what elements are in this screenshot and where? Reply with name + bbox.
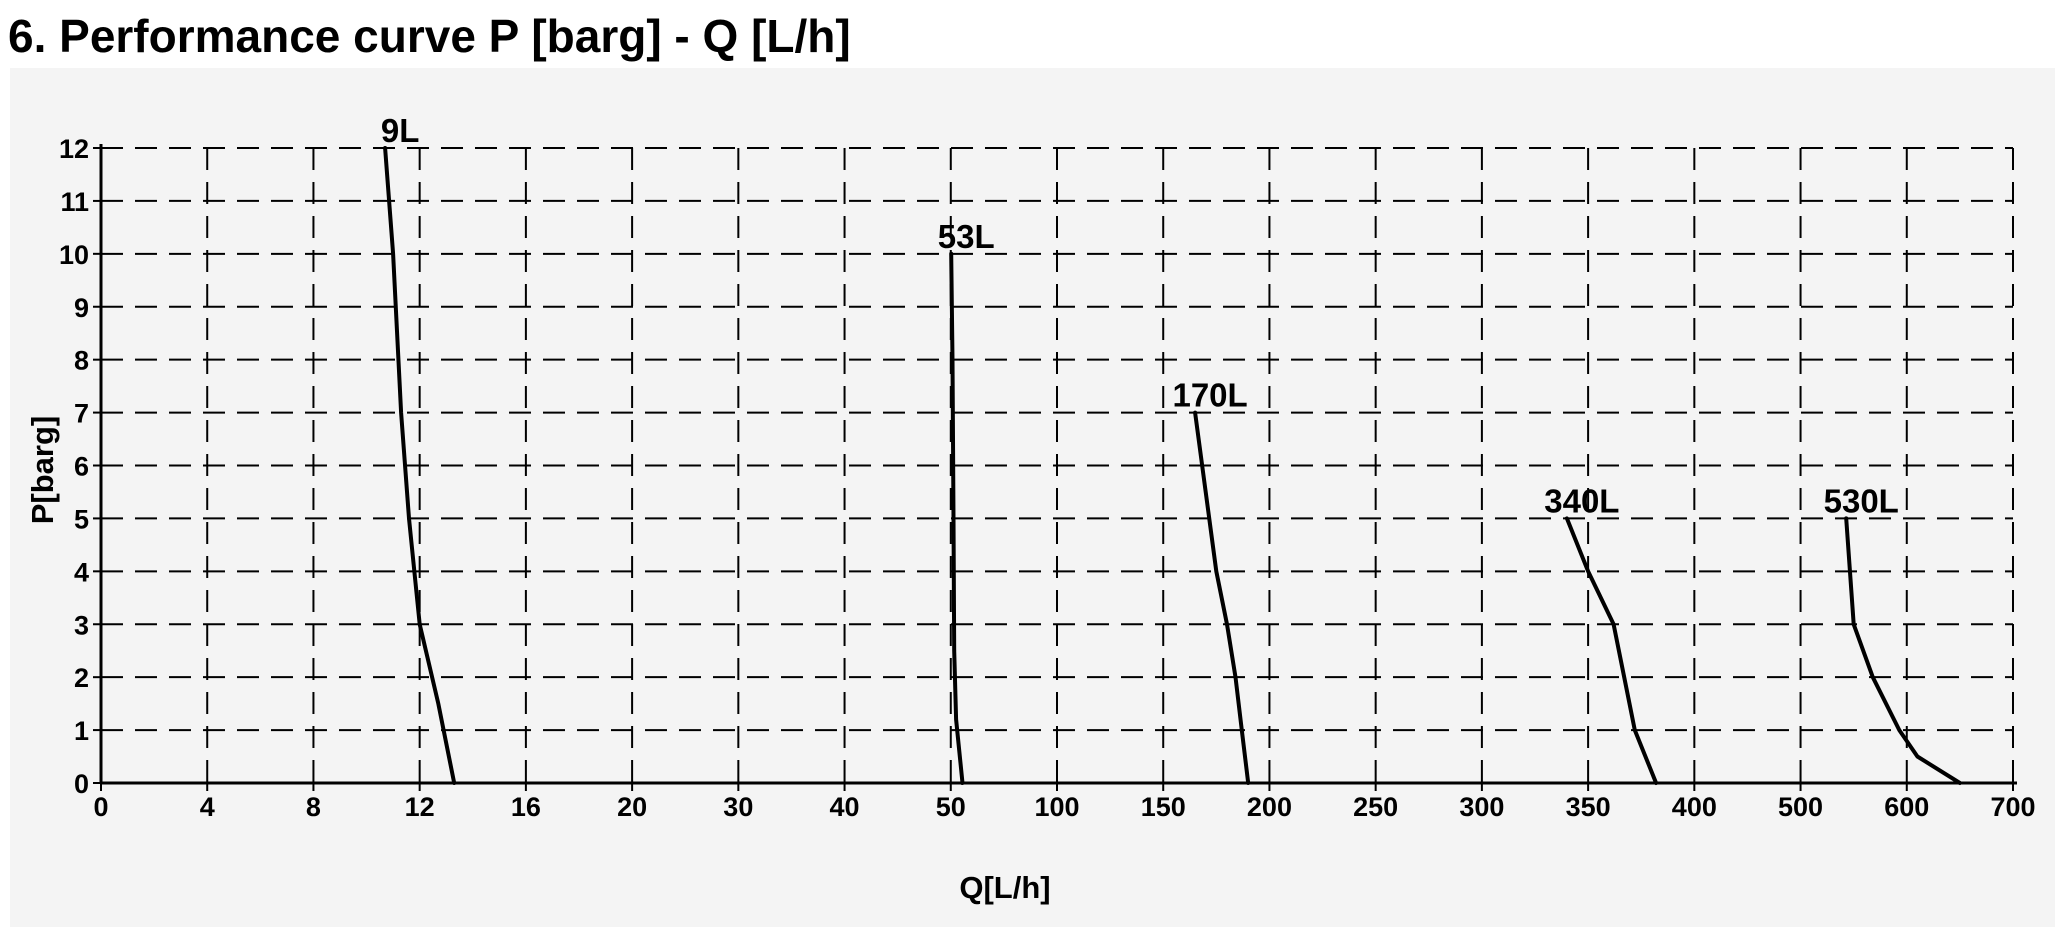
page-title: 6. Performance curve P [barg] - Q [L/h] bbox=[8, 10, 851, 62]
y-tick-label: 4 bbox=[74, 557, 89, 587]
x-tick-label: 300 bbox=[1459, 792, 1504, 822]
y-tick-label: 1 bbox=[74, 716, 89, 746]
y-axis-title: P[barg] bbox=[25, 416, 60, 525]
series-curve-530l bbox=[1844, 516, 1962, 785]
x-tick-label: 700 bbox=[1990, 792, 2035, 822]
y-tick-label: 3 bbox=[74, 610, 89, 640]
y-tick-label: 12 bbox=[59, 134, 89, 164]
grid bbox=[101, 147, 2014, 783]
series bbox=[383, 146, 1962, 785]
series-label-9l: 9L bbox=[381, 112, 420, 149]
series-curve-53l bbox=[949, 251, 965, 785]
series-labels: 9L 53L 170L 340L 530L bbox=[381, 112, 1899, 519]
series-label-530l: 530L bbox=[1824, 482, 1899, 519]
x-tick-label: 12 bbox=[405, 792, 435, 822]
axes bbox=[93, 144, 2017, 791]
series-label-53l: 53L bbox=[938, 218, 995, 255]
x-tick-label: 16 bbox=[511, 792, 541, 822]
y-tick-label: 9 bbox=[74, 293, 89, 323]
x-tick-label: 30 bbox=[723, 792, 753, 822]
performance-chart: 0 4 8 12 16 20 30 40 50 100 150 200 250 300 350 400 500 6… bbox=[25, 112, 2036, 905]
x-tick-label: 20 bbox=[617, 792, 647, 822]
y-tick-label: 8 bbox=[74, 346, 89, 376]
y-tick-label: 6 bbox=[74, 452, 89, 482]
x-tick-label: 50 bbox=[936, 792, 966, 822]
y-tick-label: 11 bbox=[60, 187, 89, 217]
x-tick-label: 400 bbox=[1672, 792, 1717, 822]
x-tick-label: 40 bbox=[830, 792, 860, 822]
y-tick-label: 7 bbox=[74, 399, 89, 429]
x-tick-label: 4 bbox=[200, 792, 215, 822]
y-tick-label: 0 bbox=[74, 769, 89, 799]
x-tick-label: 8 bbox=[306, 792, 321, 822]
y-tick-label: 10 bbox=[59, 240, 89, 270]
series-label-340l: 340L bbox=[1544, 482, 1619, 519]
x-tick-label: 500 bbox=[1778, 792, 1823, 822]
x-tick-label: 200 bbox=[1247, 792, 1292, 822]
x-tick-label: 150 bbox=[1141, 792, 1186, 822]
y-tick-label: 2 bbox=[74, 663, 89, 693]
series-label-170l: 170L bbox=[1172, 377, 1247, 414]
x-axis-title: Q[L/h] bbox=[959, 870, 1050, 905]
tick-labels: 0 4 8 12 16 20 30 40 50 100 150 200 250 300 350 400 500 6… bbox=[59, 134, 2036, 822]
x-tick-label: 100 bbox=[1034, 792, 1079, 822]
x-tick-label: 350 bbox=[1566, 792, 1611, 822]
y-tick-label: 5 bbox=[74, 504, 89, 534]
series-curve-340l bbox=[1564, 516, 1659, 785]
x-tick-label: 250 bbox=[1353, 792, 1398, 822]
chart-panel: 0 4 8 12 16 20 30 40 50 100 150 200 250 300 350 400 500 6… bbox=[10, 68, 2055, 927]
x-tick-label: 600 bbox=[1884, 792, 1929, 822]
series-curve-9l bbox=[383, 146, 457, 785]
x-tick-label: 0 bbox=[93, 792, 108, 822]
series-curve-170l bbox=[1193, 410, 1251, 785]
